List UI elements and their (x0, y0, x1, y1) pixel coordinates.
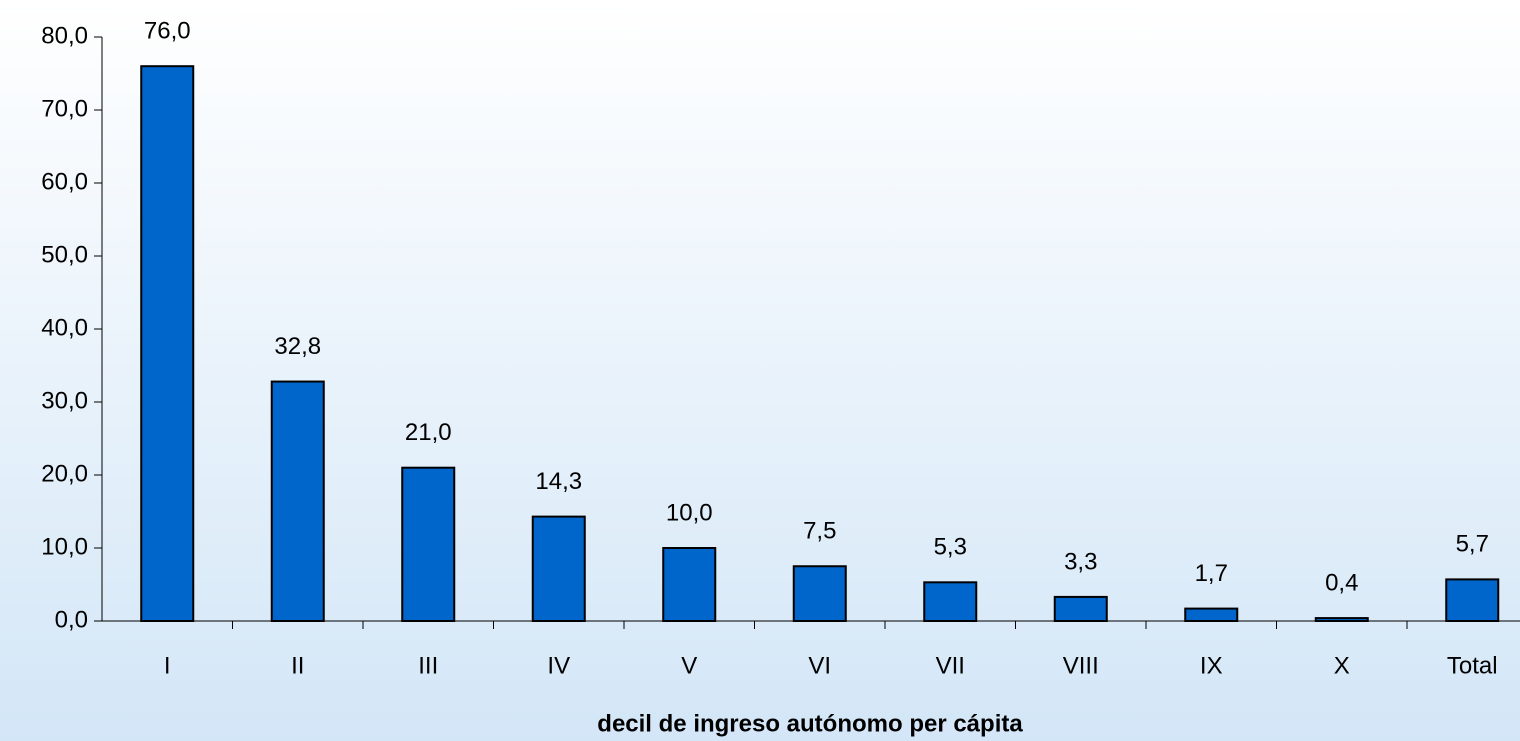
bar (140, 65, 195, 622)
y-tick-label: 50,0 (41, 241, 88, 268)
data-label: 5,3 (934, 534, 967, 561)
y-tick-label: 30,0 (41, 387, 88, 414)
bar (792, 565, 847, 622)
y-tick-label: 40,0 (41, 314, 88, 341)
x-tick-label: III (418, 652, 438, 679)
y-tick-label: 10,0 (41, 533, 88, 560)
bar (923, 581, 978, 622)
y-tick-label: 20,0 (41, 460, 88, 487)
data-label: 21,0 (405, 419, 452, 446)
x-tick-label: IX (1200, 652, 1223, 679)
x-tick-label: I (164, 652, 171, 679)
x-tick-label: IV (547, 652, 570, 679)
bar (662, 547, 717, 622)
data-label: 14,3 (535, 468, 582, 495)
data-label: 1,7 (1195, 560, 1228, 587)
x-tick-label: II (291, 652, 304, 679)
data-label: 3,3 (1064, 548, 1097, 575)
x-tick-label: VI (808, 652, 831, 679)
bar (270, 380, 325, 622)
bar (531, 515, 586, 622)
bar (1314, 617, 1369, 623)
bar (1053, 595, 1108, 622)
data-label: 10,0 (666, 499, 713, 526)
y-tick-label: 0,0 (55, 606, 88, 633)
x-tick-label: Total (1447, 652, 1498, 679)
x-tick-label: VII (936, 652, 965, 679)
bar (1184, 607, 1239, 623)
data-label: 0,4 (1325, 569, 1358, 596)
x-tick-label: VIII (1063, 652, 1099, 679)
x-axis-label: decil de ingreso autónomo per cápita (597, 710, 1023, 737)
data-label: 76,0 (144, 18, 191, 45)
data-label: 7,5 (803, 518, 836, 545)
bar (1445, 578, 1500, 623)
y-tick-label: 70,0 (41, 95, 88, 122)
y-tick-label: 60,0 (41, 168, 88, 195)
bar (401, 466, 456, 623)
data-label: 5,7 (1456, 531, 1489, 558)
y-tick-label: 80,0 (41, 22, 88, 49)
data-label: 32,8 (274, 333, 321, 360)
x-tick-label: V (681, 652, 697, 679)
x-tick-label: X (1334, 652, 1350, 679)
